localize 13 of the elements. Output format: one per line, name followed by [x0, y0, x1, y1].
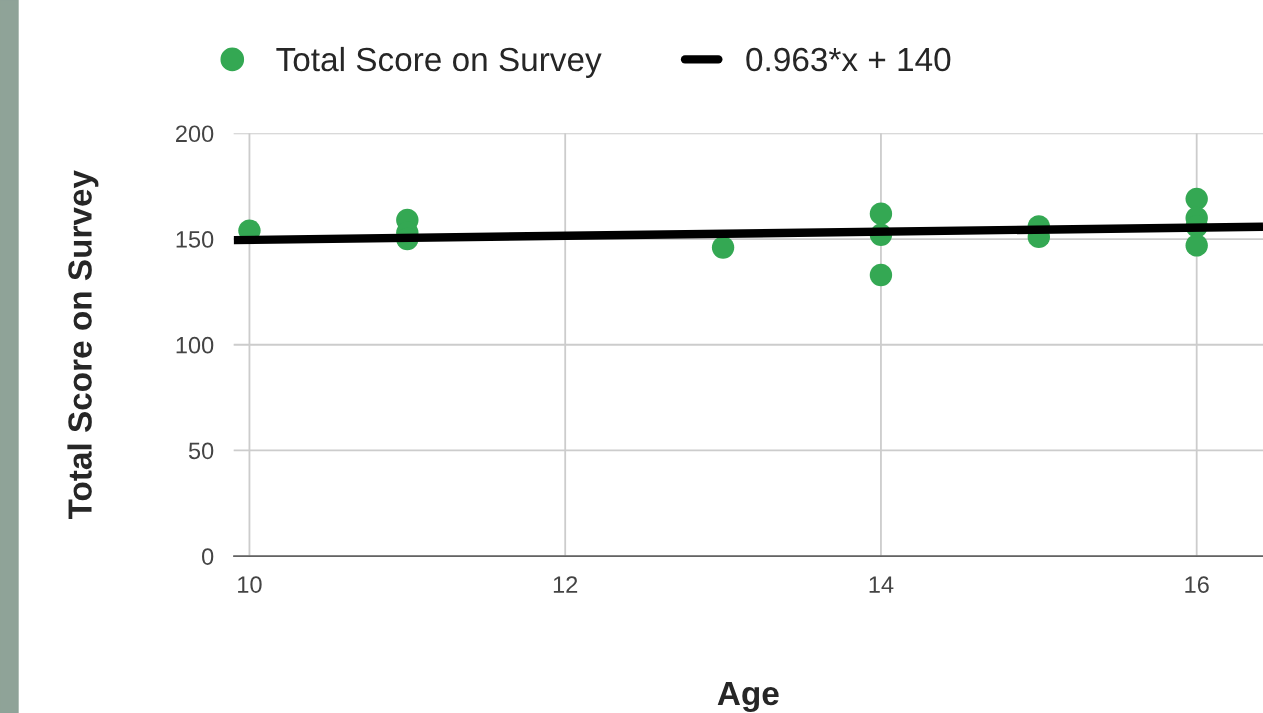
x-tick-label: 16	[1185, 576, 1209, 593]
y-tick-label: 150	[176, 231, 214, 248]
y-tick-label: 50	[188, 442, 214, 460]
x-tick-label: 10	[238, 576, 262, 593]
x-tick-label: 14	[869, 576, 894, 593]
x-tick-label: 12	[553, 576, 578, 593]
x-axis-title: Age	[717, 682, 779, 712]
y-tick-label: 0	[202, 548, 214, 565]
legend-label: Total Score on Survey	[276, 46, 602, 78]
legend-label: 0.963*x + 140	[746, 47, 951, 72]
y-tick-label: 100	[176, 336, 214, 354]
y-axis-title: Total Score on Survey	[67, 170, 99, 520]
y-tick-label: 200	[176, 125, 214, 143]
